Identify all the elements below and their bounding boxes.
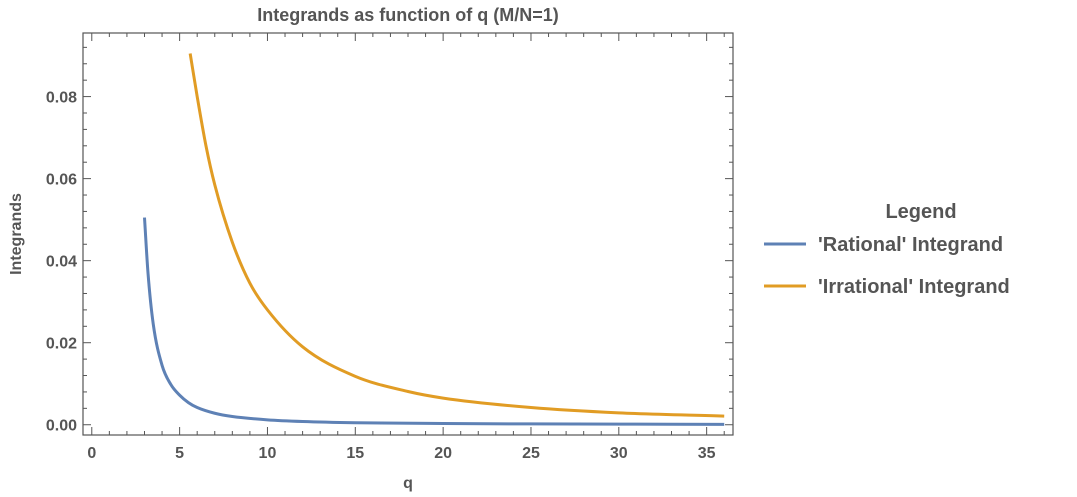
x-tick-label: 20 xyxy=(434,445,452,462)
y-axis-label: Integrands xyxy=(8,193,25,275)
x-tick-label: 30 xyxy=(610,445,628,462)
y-tick-label: 0.04 xyxy=(46,254,77,271)
plot-area: 0 5 10 15 20 25 30 35 0.00 0.02 0.04 0.06 0.08 xyxy=(46,32,734,462)
series-line-2 xyxy=(188,53,725,418)
legend-title: Legend xyxy=(885,201,956,223)
series-lines xyxy=(142,53,725,426)
legend-label-2: 'Irrational' Integrand xyxy=(818,276,1010,298)
axis-ticks: 0 5 10 15 20 25 30 35 0.00 0.02 0.04 0.06 0.08 xyxy=(46,33,733,462)
plot-frame xyxy=(82,32,734,436)
legend-label-1: 'Rational' Integrand xyxy=(818,234,1003,256)
chart-title: Integrands as function of q (M/N=1) xyxy=(257,5,559,25)
x-tick-label: 35 xyxy=(698,445,716,462)
x-tick-label: 25 xyxy=(522,445,540,462)
y-tick-label: 0.00 xyxy=(46,418,77,435)
x-axis-label: q xyxy=(403,475,413,492)
x-tick-label: 10 xyxy=(259,445,277,462)
series-line-1 xyxy=(142,217,725,426)
y-tick-label: 0.02 xyxy=(46,336,77,353)
x-tick-label: 0 xyxy=(87,445,96,462)
legend: Legend 'Rational' Integrand 'Irrational' … xyxy=(764,201,1010,298)
y-tick-label: 0.06 xyxy=(46,172,77,189)
x-tick-label: 15 xyxy=(346,445,364,462)
x-tick-label: 5 xyxy=(175,445,184,462)
y-tick-label: 0.08 xyxy=(46,90,77,107)
